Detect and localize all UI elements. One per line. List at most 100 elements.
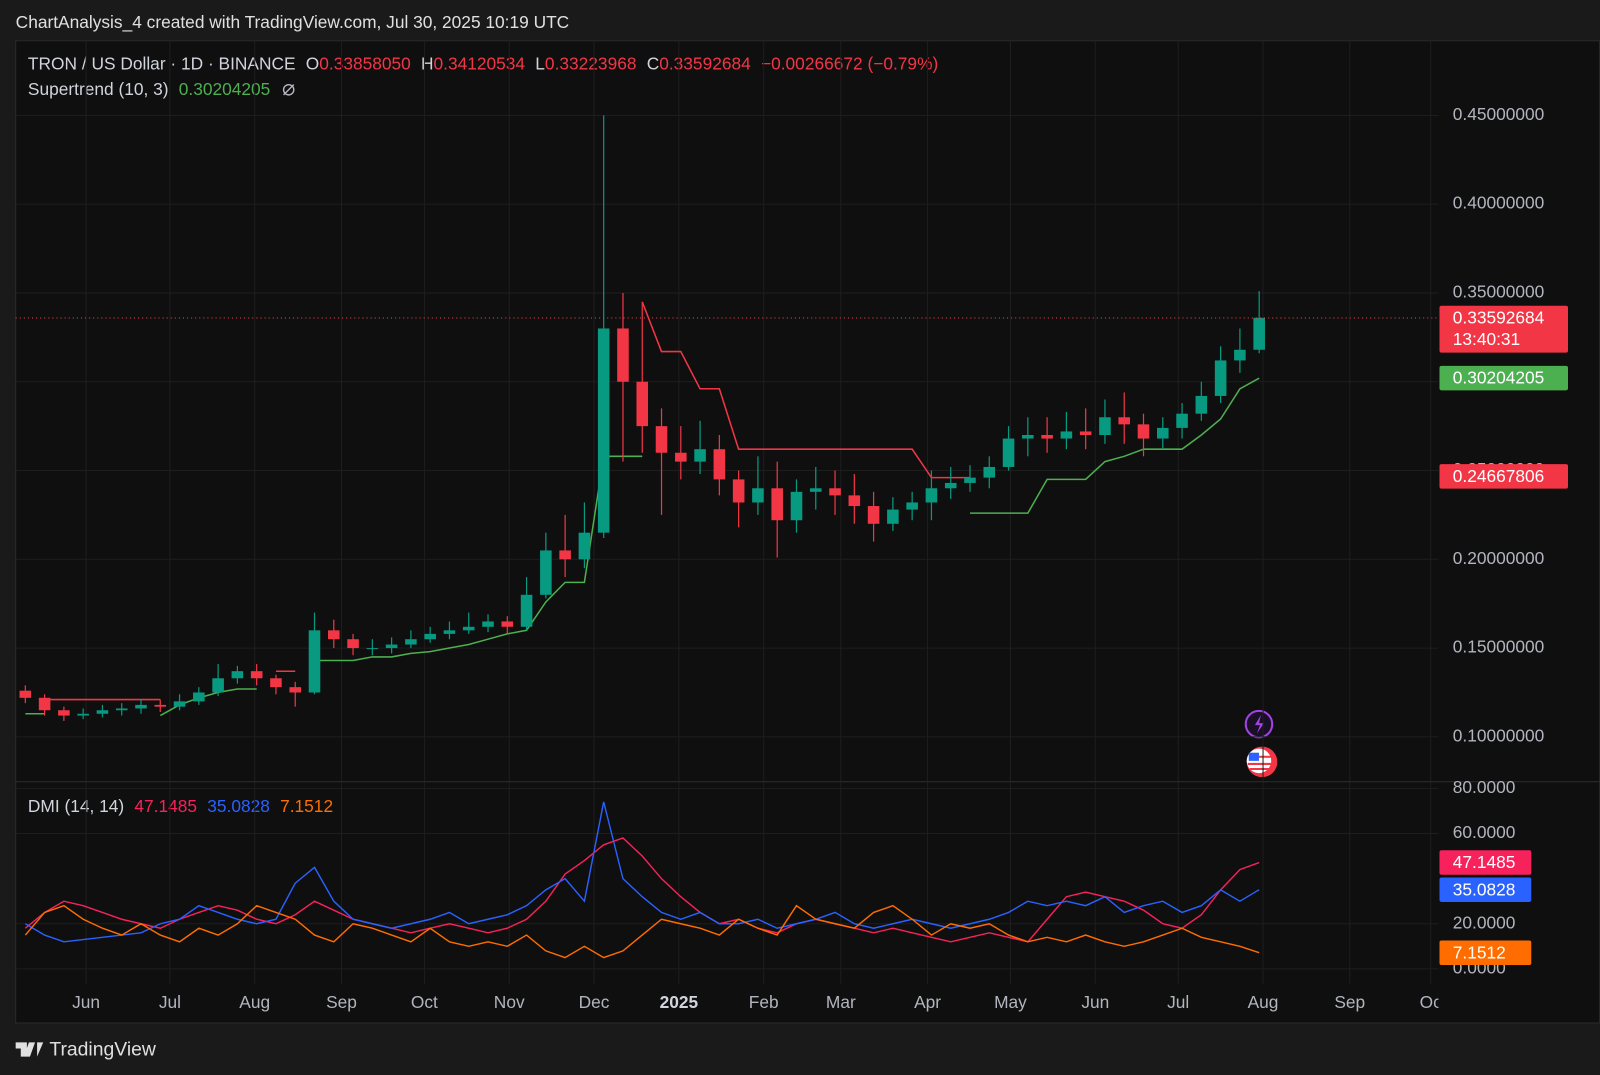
candle-body [424,633,436,640]
supertrend-line [44,301,971,701]
x-tick-label: May [994,992,1027,1012]
candle-body [1253,317,1265,350]
price-tag [1439,365,1569,391]
price-tag-label: 0.33592684 [1453,308,1545,328]
dmi-value: 35.0828 [207,795,270,815]
candle-body [135,704,147,709]
candle-body [1099,417,1111,436]
flag-canton [1248,752,1259,761]
candle-body [1234,349,1246,361]
indicator-value: 0.30204205 [179,78,271,98]
candle-body [1079,431,1092,436]
indicator-name: Supertrend (10, 3) [28,78,169,98]
candle-body [829,488,841,496]
candle-body [327,630,340,640]
brand-logo [15,1042,44,1057]
dmi-line [24,837,1260,943]
candle-body [173,701,186,707]
ohlc-value: 0.33592684 [659,53,751,73]
candle-body [752,488,764,503]
candle-body [501,621,514,627]
candle-body [848,495,861,507]
price-tag [1439,464,1569,489]
candle-body [925,488,938,503]
candle-body [96,710,109,714]
candle-body [906,502,918,510]
candle-body [289,687,302,693]
y-tick-label: 0.15000000 [1453,637,1545,657]
y-tick-label: 0.40000000 [1453,193,1545,213]
y-tick-label: 80.0000 [1453,777,1516,797]
x-tick-label: Dec [579,992,610,1012]
candle-body [655,426,668,453]
candle-body [887,509,899,524]
candle-body [38,697,51,711]
value-tag-label: 7.1512 [1453,942,1506,962]
candle-body [675,452,687,462]
lightning-glyph [1254,714,1265,734]
y-tick-label: 60.0000 [1453,822,1516,842]
candles [19,115,1265,721]
candle-body [1156,427,1169,439]
x-tick-label: Sep [326,992,357,1012]
candle-body [944,482,957,489]
candle-body [867,506,880,524]
candle-body [115,708,128,711]
candle-body [366,648,379,650]
price-tag-label: 0.30204205 [1453,368,1545,388]
candle-body [405,639,417,645]
y-tick-label: 0.10000000 [1453,725,1545,745]
y-tick-label: 0.45000000 [1453,104,1545,124]
symbol-title: TRON / US Dollar · 1D · BINANCE [28,53,296,73]
candle-body [347,639,359,649]
supertrend-line [25,377,1260,717]
value-tag [1439,940,1532,965]
brand: TradingView [15,1039,157,1061]
dmi-line [24,904,1260,959]
grid: Jun Jul Aug Sep Oct Nov Dec 2025 Feb Mar Apr May Jun… [15,40,1439,1012]
candle-body [732,479,745,503]
value-tag-label: 35.0828 [1453,879,1516,899]
candle-body [964,477,976,483]
dmi-value: 47.1485 [134,795,197,815]
candle-body [1176,413,1188,428]
candle-body [809,488,822,492]
candle-body [983,466,996,478]
candle-body [790,491,803,521]
dmi-line [25,801,1260,943]
price-change: −0.00266672 (−0.79%) [761,53,938,73]
candle-body [77,713,89,716]
x-tick-label: Apr [914,992,941,1012]
candle-body [1195,395,1208,414]
y-tick-label: 20.0000 [1453,912,1516,932]
price-tag-label: 0.24667806 [1453,466,1545,486]
candle-body [636,381,649,427]
x-tick-label: Oct [411,992,438,1012]
candle-body [694,449,706,462]
candle-body [771,488,783,521]
candle-body [1214,360,1227,396]
candle-body [443,630,456,634]
candle-body [713,449,726,480]
y-tick-label: 0.35000000 [1453,282,1545,302]
value-tag [1439,877,1532,902]
dmi-lines [24,801,1260,959]
ohlc-key: H [421,53,434,73]
candle-body [1041,435,1053,439]
x-tick-label: Mar [826,992,856,1012]
attribution: ChartAnalysis_4 created with TradingView… [16,12,570,32]
visibility-icon [282,83,295,96]
candle-body [520,594,533,627]
candle-body [308,630,321,693]
ohlc-key: C [647,53,660,73]
x-tick-label: Sep [1334,992,1365,1012]
candle-body [1137,424,1150,439]
symbol-legend: TRON / US Dollar · 1D · BINANCE O0.338580… [28,53,938,73]
candle-body [1118,417,1131,425]
value-tag [1439,850,1532,875]
x-tick-label: Aug [1248,992,1279,1012]
ohlc-key: O [306,53,319,73]
candle-body [597,328,610,533]
candle-body [58,710,70,716]
